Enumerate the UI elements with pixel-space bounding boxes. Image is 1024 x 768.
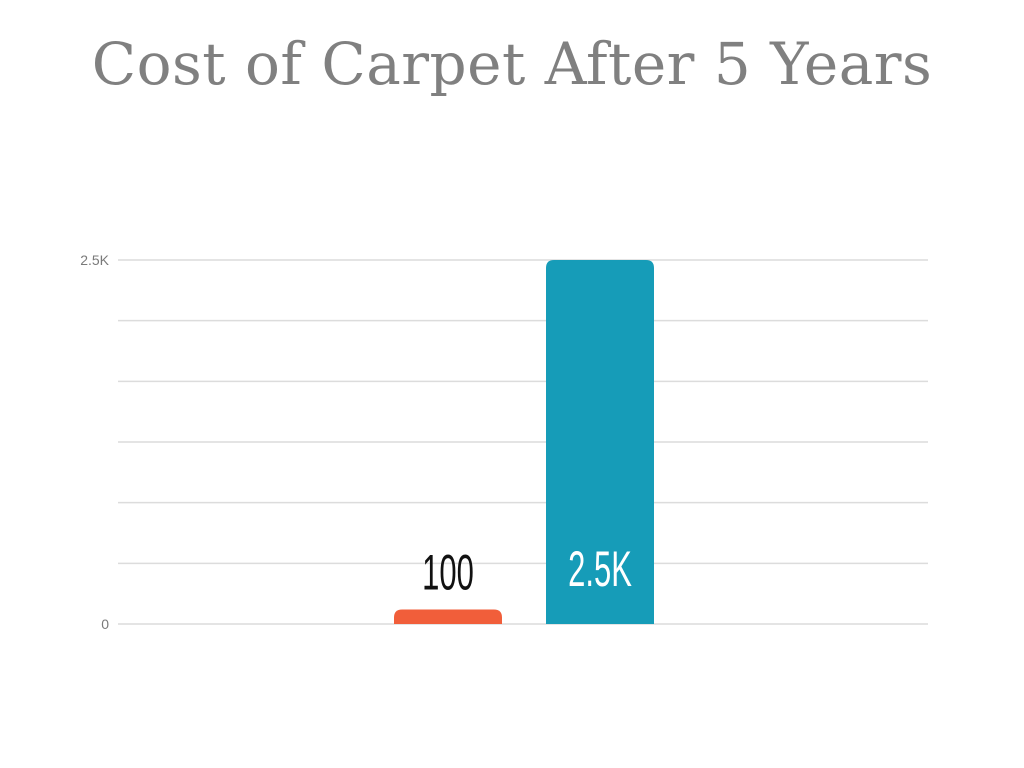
data-label-1: 2.5K: [568, 540, 632, 596]
y-tick-label-0: 0: [101, 616, 109, 632]
bar-1: [546, 260, 654, 624]
gridlines: [118, 259, 928, 625]
bars: [394, 260, 654, 624]
data-labels: 100 2.5K: [422, 540, 632, 600]
chart-title: Cost of Carpet After 5 Years: [91, 30, 933, 98]
y-tick-label-1: 2.5K: [80, 252, 109, 268]
y-axis-ticks: 0 2.5K: [80, 252, 109, 632]
data-label-0: 100: [422, 544, 474, 600]
bar-0: [394, 609, 502, 624]
